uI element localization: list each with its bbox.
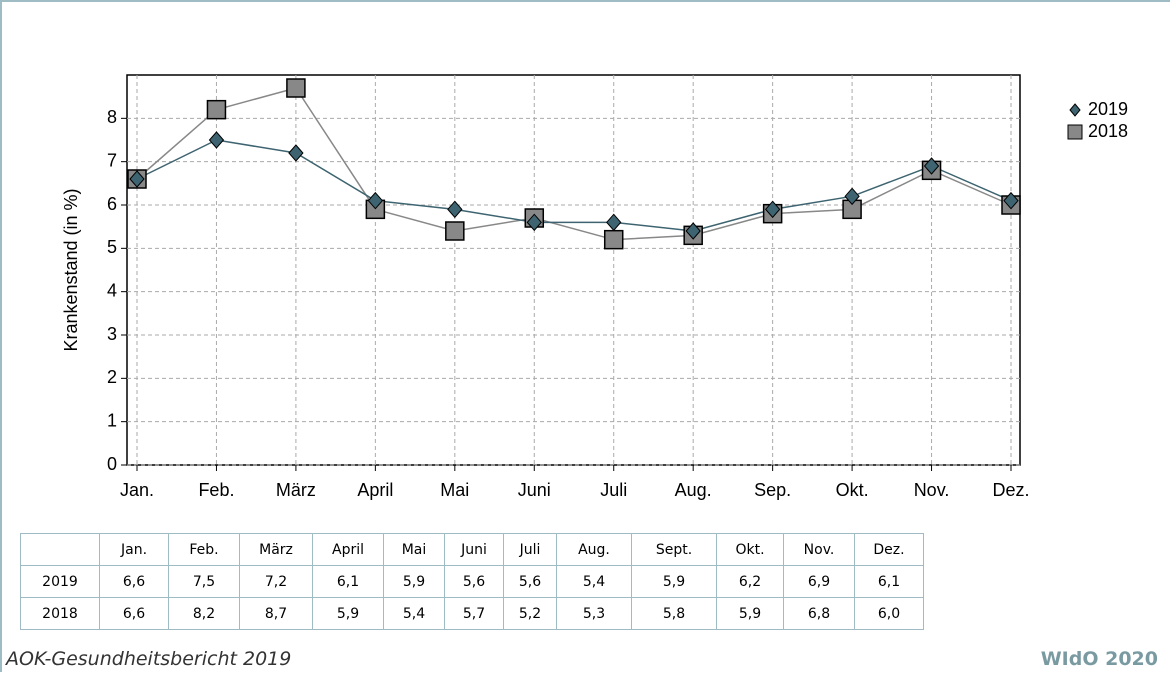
table-cell: 6,9 [783, 565, 855, 598]
x-tick-label: April [357, 480, 393, 500]
y-tick-label: 4 [107, 280, 117, 300]
table-cell: April [312, 533, 384, 566]
x-tick-label: Mai [440, 480, 469, 500]
table-cell: Juni [444, 533, 504, 566]
table-cell: 5,6 [503, 565, 557, 598]
x-tick-label: Juli [600, 480, 627, 500]
marker [526, 213, 542, 232]
marker [606, 213, 622, 232]
marker [764, 200, 781, 219]
table-cell: 2019 [20, 565, 100, 598]
table-cell [20, 533, 100, 566]
table-cell: 6,2 [716, 565, 784, 598]
table-cell: 6,1 [854, 565, 924, 598]
marker [923, 157, 940, 175]
table-cell: 5,2 [503, 597, 557, 630]
x-tick-label: Juni [518, 480, 551, 500]
plot-area [126, 74, 1021, 466]
table-cell: Feb. [168, 533, 240, 566]
y-tick-label: 7 [107, 150, 117, 170]
table-cell: 5,4 [383, 597, 445, 630]
table-row: 2019 6,6 7,5 7,2 6,1 5,9 5,6 5,6 5,4 5,9 6,2 6,9 6,1 [20, 565, 924, 598]
y-tick-label: 6 [107, 194, 117, 214]
publisher: WIdO 2020 [1040, 648, 1158, 670]
chart: Krankenstand (in %) 0 1 2 3 4 5 6 7 8 Jan. Feb. Mär… [61, 74, 1128, 500]
marker [208, 131, 225, 149]
marker [286, 78, 306, 98]
marker [603, 229, 624, 250]
y-tick-label: 8 [107, 107, 117, 127]
table-cell: 2018 [20, 597, 100, 630]
y-tick-label: 5 [107, 237, 117, 257]
table-cell: 5,9 [383, 565, 445, 598]
marker [1003, 191, 1019, 210]
marker [447, 200, 463, 219]
table-cell: 5,9 [716, 597, 784, 630]
y-tick-label: 0 [107, 454, 117, 474]
table-cell: 6,8 [783, 597, 855, 630]
legend-marker [1067, 124, 1083, 140]
marker [685, 222, 701, 240]
x-tick-label: Okt. [836, 480, 869, 500]
table-cell: Aug. [556, 533, 632, 566]
legend-item: 2019 [1069, 99, 1128, 119]
table-cell: 5,9 [631, 565, 717, 598]
x-tick-label: Sep. [754, 480, 791, 500]
table-cell: 5,9 [312, 597, 384, 630]
table-cell: 8,2 [168, 597, 240, 630]
table-cell: 5,6 [444, 565, 504, 598]
table-cell: 8,7 [239, 597, 313, 630]
data-table: Jan. Feb. März April Mai Juni Juli Aug. Sept. Okt… [20, 533, 924, 630]
table-cell: 7,2 [239, 565, 313, 598]
marker [445, 221, 465, 241]
legend-item: 2018 [1067, 121, 1128, 141]
x-tick-label: Nov. [914, 480, 950, 500]
x-tick-label: März [276, 480, 316, 500]
x-tick-label: Feb. [198, 480, 234, 500]
table-cell: Juli [503, 533, 557, 566]
table-row: 2018 6,6 8,2 8,7 5,9 5,4 5,7 5,2 5,3 5,8 5,9 6,8 6,0 [20, 597, 924, 630]
table-cell: Jan. [99, 533, 169, 566]
table-cell: 6,6 [99, 565, 169, 598]
table-cell: Dez. [854, 533, 924, 566]
table-row: Jan. Feb. März April Mai Juni Juli Aug. Sept. Okt… [20, 533, 924, 566]
table-cell: März [239, 533, 313, 566]
x-tick-label: Aug. [675, 480, 712, 500]
y-tick-label: 3 [107, 324, 117, 344]
legend-label: 2019 [1088, 99, 1128, 119]
table-cell: 5,4 [556, 565, 632, 598]
series-line [136, 139, 1012, 232]
y-tick-label: 1 [107, 410, 117, 430]
table-cell: Okt. [716, 533, 784, 566]
marker [844, 187, 860, 206]
series-line [136, 87, 1012, 241]
table-cell: Nov. [783, 533, 855, 566]
x-tick-label: Dez. [992, 480, 1029, 500]
marker [206, 99, 227, 120]
source: AOK-Gesundheitsbericht 2019 [6, 648, 292, 670]
table-cell: 7,5 [168, 565, 240, 598]
y-tick-label: 2 [107, 367, 117, 387]
table-cell: Sept. [631, 533, 717, 566]
table-cell: 6,1 [312, 565, 384, 598]
legend-marker [1069, 103, 1081, 117]
table-cell: 5,8 [631, 597, 717, 630]
table-cell: 5,3 [556, 597, 632, 630]
legend-label: 2018 [1088, 121, 1128, 141]
table-cell: Mai [383, 533, 445, 566]
marker [367, 191, 384, 210]
y-axis-label: Krankenstand (in %) [61, 188, 81, 351]
marker [288, 144, 304, 162]
marker [129, 170, 145, 188]
table-cell: 5,7 [444, 597, 504, 630]
table-cell: 6,6 [99, 597, 169, 630]
x-tick-label: Jan. [120, 480, 154, 500]
table-cell: 6,0 [854, 597, 924, 630]
